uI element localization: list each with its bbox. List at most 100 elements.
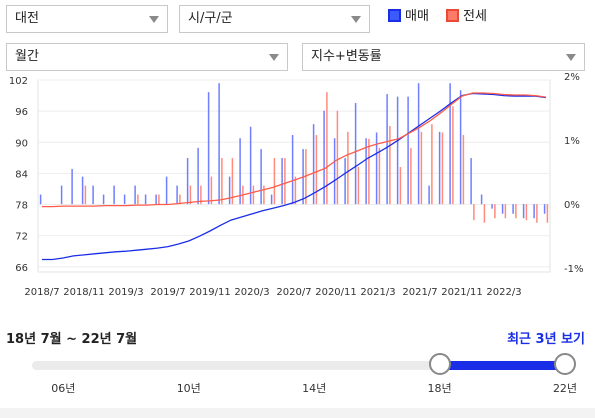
y-left-tick-label: 90	[15, 138, 28, 149]
legend-label-jeonse: 전세	[463, 9, 487, 24]
sale-change-bar	[186, 158, 189, 205]
bottom-divider	[0, 408, 595, 418]
x-tick-label: 2021/7	[402, 287, 437, 298]
legend-item-jeonse[interactable]: 전세	[446, 8, 487, 26]
sale-change-bar	[165, 176, 168, 205]
x-tick-label: 2018/11	[63, 287, 105, 298]
legend-item-sale[interactable]: 매매	[388, 8, 429, 26]
jeonse-change-bar	[137, 194, 139, 205]
period-select[interactable]: 월간	[6, 43, 288, 71]
sale-change-bar	[438, 131, 441, 205]
sale-change-bar	[480, 194, 483, 205]
sale-change-bar	[155, 194, 157, 205]
region-select-value: 대전	[15, 11, 39, 26]
x-tick-label: 2020/3	[234, 287, 269, 298]
range-end-handle[interactable]	[554, 353, 576, 375]
sale-change-bar	[470, 158, 472, 205]
sale-change-bar	[407, 96, 409, 205]
region-select[interactable]: 대전	[6, 5, 168, 33]
x-tick-label: 2018/7	[24, 287, 59, 298]
sale-change-bar	[81, 176, 84, 205]
sale-change-bar	[239, 138, 241, 205]
sale-change-bar	[449, 83, 451, 205]
sale-change-bar	[375, 132, 378, 205]
x-tick-label: 2019/7	[150, 287, 185, 298]
jeonse-change-bar	[420, 131, 423, 205]
sale-change-bar	[207, 92, 210, 205]
sale-change-bar	[312, 124, 315, 205]
year-range-fill	[439, 361, 565, 370]
sale-change-bar	[323, 110, 325, 205]
jeonse-change-bar	[158, 194, 160, 205]
district-select-value: 시/구/군	[188, 11, 233, 26]
period-select-value: 월간	[15, 49, 39, 64]
jeonse-change-bar	[357, 167, 360, 205]
chevron-down-icon	[149, 16, 159, 23]
x-tick-label: 2020/11	[315, 287, 357, 298]
sale-change-bar	[365, 138, 367, 205]
jeonse-change-bar	[179, 194, 181, 205]
x-tick-label: 2022/3	[486, 287, 521, 298]
jeonse-change-bar	[336, 110, 339, 205]
sale-change-bar	[333, 138, 336, 205]
jeonse-change-bar	[441, 132, 444, 205]
sale-change-bar	[123, 194, 126, 205]
jeonse-change-bar	[200, 185, 202, 205]
jeonse-change-bar	[263, 185, 265, 205]
sale-change-bar	[522, 204, 525, 219]
sale-change-bar	[491, 204, 493, 209]
sale-change-bar	[102, 194, 105, 205]
jeonse-change-bar	[378, 147, 381, 205]
district-select[interactable]: 시/구/군	[179, 5, 370, 33]
sale-change-bar	[396, 96, 399, 205]
x-tick-label: 2021/3	[360, 287, 395, 298]
jeonse-change-bar	[231, 158, 234, 205]
jeonse-change-bar	[462, 135, 465, 205]
sale-change-bar	[543, 204, 546, 214]
x-tick-label: 2019/11	[189, 287, 231, 298]
recent-3-years-link[interactable]: 최근 3년 보기	[507, 332, 585, 347]
range-start-handle[interactable]	[428, 353, 451, 375]
jeonse-index-line	[42, 92, 547, 208]
jeonse-change-bar	[494, 204, 496, 219]
metric-select-value: 지수+변동률	[311, 49, 382, 64]
metric-select[interactable]: 지수+변동률	[302, 43, 585, 71]
y-left-tick-label: 96	[15, 107, 28, 118]
jeonse-change-bar	[210, 176, 213, 205]
jeonse-change-bar	[515, 204, 517, 219]
sale-change-bar	[281, 158, 283, 205]
sale-change-bar	[60, 185, 63, 205]
sale-change-bar	[344, 158, 346, 205]
legend-label-sale: 매매	[405, 9, 429, 24]
jeonse-change-bar	[84, 185, 87, 205]
y-left-tick-label: 78	[15, 201, 28, 212]
year-range-track[interactable]	[32, 361, 565, 370]
sale-change-bar	[228, 176, 231, 205]
jeonse-change-bar	[431, 124, 433, 205]
x-tick-label: 2020/7	[276, 287, 311, 298]
jeonse-change-bar	[315, 135, 318, 205]
y-right-tick-label: 0%	[564, 200, 580, 211]
sale-change-bar	[144, 194, 147, 205]
jeonse-change-bar	[389, 126, 391, 205]
jeonse-change-bar	[273, 158, 276, 205]
sale-change-bar	[92, 185, 94, 205]
jeonse-change-bar	[399, 167, 402, 205]
jeonse-change-bar	[536, 204, 538, 223]
sale-change-bar	[459, 90, 462, 205]
sale-legend-swatch	[388, 9, 401, 22]
year-tick-label: 22년	[552, 382, 578, 395]
chevron-down-icon	[351, 16, 361, 23]
y-left-tick-label: 66	[15, 263, 28, 274]
y-right-tick-label: 2%	[564, 72, 580, 83]
y-right-tick-label: 1%	[564, 136, 580, 147]
sale-change-bar	[260, 149, 262, 205]
sale-change-bar	[512, 204, 514, 214]
y-right-tick-label: -1%	[564, 264, 583, 275]
sale-change-bar	[113, 185, 115, 205]
jeonse-change-bar	[504, 204, 507, 219]
sale-change-bar	[354, 103, 357, 205]
year-tick-label: 10년	[176, 382, 201, 395]
jeonse-change-bar	[368, 138, 370, 205]
